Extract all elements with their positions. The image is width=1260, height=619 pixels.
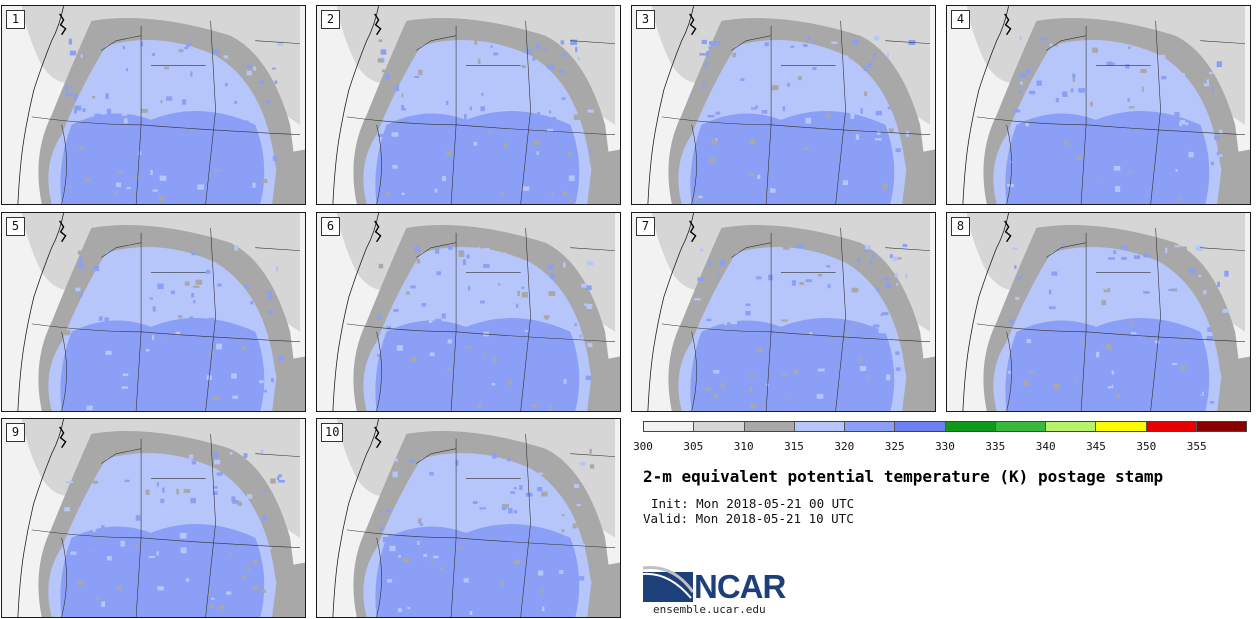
panel-number: 3	[636, 10, 655, 29]
color-bar-tick-label: 325	[884, 440, 905, 453]
color-bar-segment	[1146, 422, 1197, 431]
panel-number: 1	[6, 10, 25, 29]
map-field	[317, 213, 620, 411]
map-field	[317, 6, 620, 204]
panel-number: 6	[321, 217, 340, 236]
panel-number: 2	[321, 10, 340, 29]
color-bar-segment	[694, 422, 745, 431]
map-panel: 1	[1, 5, 306, 205]
map-panel: 4	[946, 5, 1251, 205]
map-panel: 5	[1, 212, 306, 412]
color-bar	[643, 421, 1247, 432]
color-bar-tick-label: 305	[683, 440, 704, 453]
color-bar-segment	[895, 422, 946, 431]
color-bar-segment	[945, 422, 996, 431]
color-bar-tick-label: 335	[985, 440, 1006, 453]
color-bar-tick-label: 350	[1136, 440, 1157, 453]
map-panel: 6	[316, 212, 621, 412]
color-bar-tick-label: 355	[1186, 440, 1207, 453]
map-panel: 8	[946, 212, 1251, 412]
color-bar-tick-label: 330	[935, 440, 955, 453]
logo-url: ensemble.ucar.edu	[653, 603, 766, 616]
figure-title: 2-m equivalent potential temperature (K)…	[643, 467, 1164, 486]
color-bar-tick-label: 315	[784, 440, 804, 453]
color-bar-segment	[644, 422, 695, 431]
map-panel: 7	[631, 212, 936, 412]
panel-number: 8	[951, 217, 970, 236]
color-bar-segment	[1196, 422, 1246, 431]
map-field	[947, 6, 1250, 204]
color-bar-tick-label: 300	[633, 440, 653, 453]
map-panel: 3	[631, 5, 936, 205]
color-bar-tick-label: 320	[834, 440, 855, 453]
color-bar-tick-label: 340	[1035, 440, 1056, 453]
map-field	[2, 6, 305, 204]
color-bar-segment	[995, 422, 1046, 431]
panel-number: 10	[321, 423, 344, 442]
color-bar-tick-label: 345	[1086, 440, 1106, 453]
panel-number: 9	[6, 423, 25, 442]
map-field	[632, 6, 935, 204]
init-time: Init: Mon 2018-05-21 00 UTC	[651, 496, 855, 511]
logo-wordmark: NCAR	[694, 568, 786, 605]
ncar-logo-icon	[643, 566, 693, 602]
color-bar-segment	[744, 422, 795, 431]
ncar-logo: NCAR ensemble.ucar.edu	[643, 562, 803, 618]
map-field	[317, 419, 620, 617]
map-field	[632, 213, 935, 411]
color-bar-segment	[845, 422, 896, 431]
map-field	[947, 213, 1250, 411]
color-bar-segment	[794, 422, 845, 431]
valid-time: Valid: Mon 2018-05-21 10 UTC	[643, 511, 854, 526]
color-bar-segment	[1046, 422, 1097, 431]
color-bar-tick-label: 310	[733, 440, 754, 453]
map-panel: 9	[1, 418, 306, 618]
panel-number: 7	[636, 217, 655, 236]
map-panel: 10	[316, 418, 621, 618]
map-field	[2, 419, 305, 617]
color-bar-segment	[1096, 422, 1147, 431]
panel-number: 4	[951, 10, 970, 29]
panel-number: 5	[6, 217, 25, 236]
map-panel: 2	[316, 5, 621, 205]
map-field	[2, 213, 305, 411]
